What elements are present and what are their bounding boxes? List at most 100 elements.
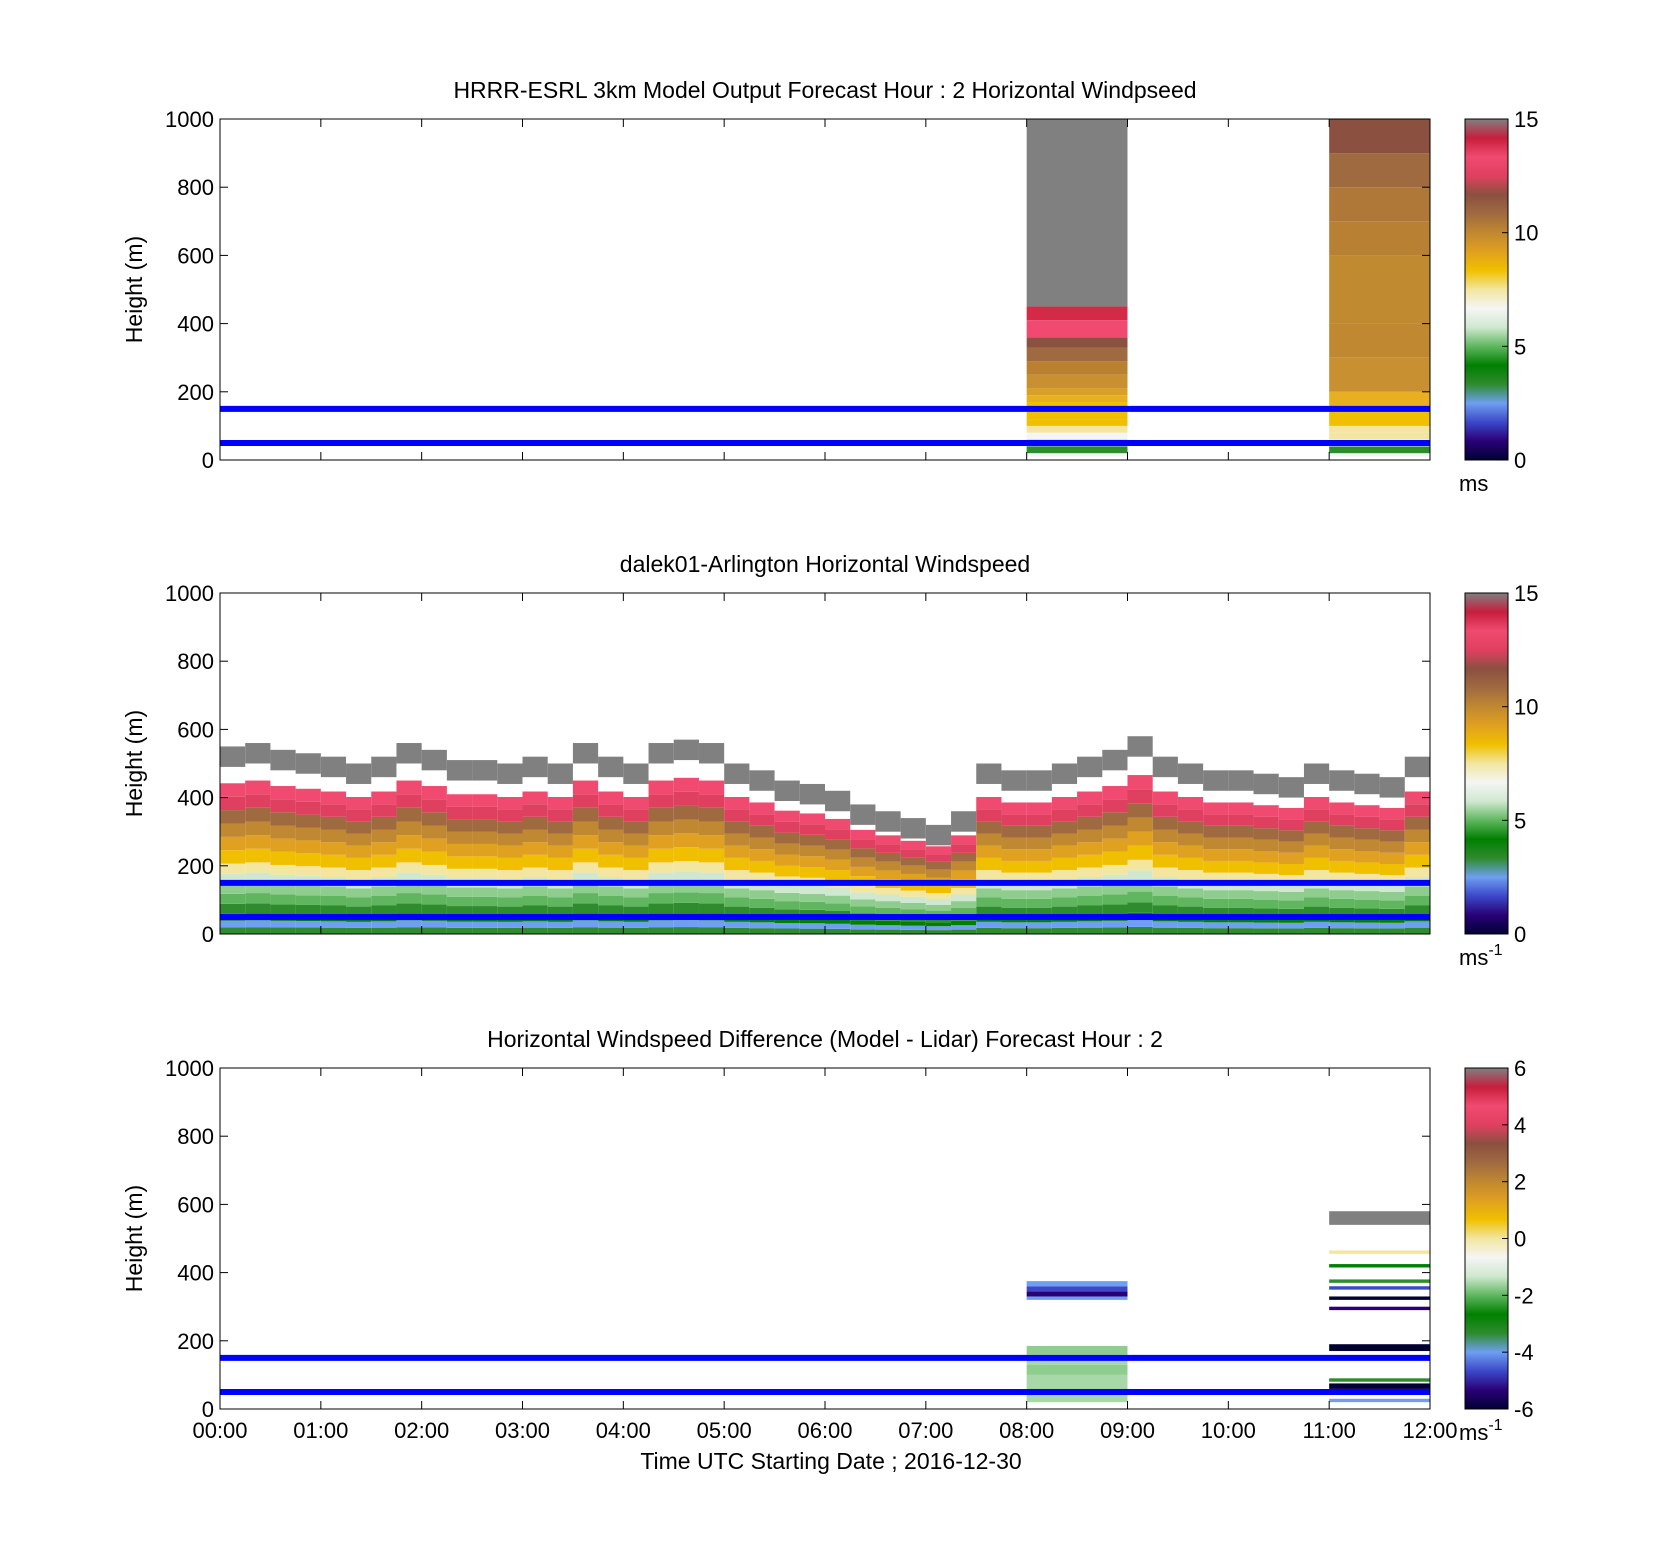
colorbar-unit-label: ms-1 [1459, 942, 1503, 970]
heatmap-cell [1253, 882, 1279, 892]
heatmap-cell [850, 839, 876, 849]
heatmap-cell [245, 920, 271, 928]
heatmap-cell [774, 901, 800, 910]
panel-1: HRRR-ESRL 3km Model Output Forecast Hour… [121, 77, 1538, 496]
heatmap-cell [724, 906, 750, 916]
heatmap-cell [774, 843, 800, 855]
heatmap-cell [472, 896, 498, 907]
heatmap-cell [1127, 926, 1153, 934]
heatmap-cell [673, 791, 699, 806]
heatmap-cell [522, 756, 548, 778]
heatmap-cell [320, 896, 347, 906]
y-tick-label: 600 [177, 717, 214, 742]
heatmap-cell [951, 852, 977, 862]
heatmap-cell [875, 835, 901, 845]
heatmap-cell [1026, 770, 1052, 791]
colorbar [1464, 118, 1509, 461]
heatmap-cell [825, 895, 851, 904]
y-tick-label: 0 [202, 1397, 214, 1422]
heatmap-cell [1329, 922, 1355, 929]
heatmap-cell [1001, 770, 1027, 791]
heatmap-cell [1051, 870, 1078, 880]
heatmap-cell [446, 896, 473, 907]
heatmap-cell [295, 927, 321, 934]
heatmap-cell [1354, 816, 1380, 829]
colorbar-tick-label: 0 [1514, 1227, 1526, 1252]
heatmap-cell [245, 835, 271, 849]
heatmap-cell [598, 921, 624, 928]
heatmap-cell [1026, 388, 1128, 396]
panel-title: HRRR-ESRL 3km Model Output Forecast Hour… [453, 77, 1196, 103]
heatmap-cell [1379, 891, 1405, 901]
heatmap-cell [1329, 221, 1430, 256]
heatmap-cell [245, 794, 271, 808]
heatmap-cell [1253, 928, 1279, 934]
heatmap-cell [320, 791, 347, 805]
heatmap-cell [320, 921, 347, 928]
heatmap-cell [497, 906, 523, 916]
heatmap-cell [724, 763, 750, 784]
heatmap-cell [522, 867, 548, 878]
heatmap-cell [320, 842, 347, 855]
heatmap-cell [799, 845, 825, 857]
heatmap-cell [346, 921, 372, 928]
heatmap-cell [951, 929, 977, 934]
heatmap-cell [825, 839, 851, 850]
heatmap-cell [724, 870, 750, 880]
colorbar-tick-label: 0 [1514, 922, 1526, 947]
x-tick-label: 05:00 [697, 1418, 752, 1443]
heatmap-cell [673, 881, 699, 893]
heatmap-cell [1152, 905, 1178, 916]
heatmap-cell [1152, 896, 1178, 906]
x-axis-label: Time UTC Starting Date ; 2016-12-30 [640, 1448, 1021, 1474]
heatmap-cell [648, 794, 674, 808]
heatmap-cell [1001, 922, 1027, 929]
heatmap-cell [1278, 777, 1304, 798]
heatmap-cell [724, 897, 750, 907]
y-tick-label: 600 [177, 243, 214, 268]
heatmap-cell [572, 848, 599, 863]
heatmap-cell [1303, 845, 1330, 858]
heatmap-cell [572, 794, 599, 808]
heatmap-cell [421, 749, 447, 771]
heatmap-cell [1354, 862, 1380, 874]
heatmap-cell [1253, 899, 1279, 909]
heatmap-cell [371, 927, 397, 934]
heatmap-cell [371, 886, 397, 897]
heatmap-cell [1026, 1296, 1128, 1300]
heatmap-cell [1026, 361, 1128, 375]
heatmap-cell [1329, 907, 1355, 917]
heatmap-cell [270, 786, 296, 800]
heatmap-cell [648, 807, 674, 822]
heatmap-cell [875, 811, 901, 832]
heatmap-cell [547, 921, 573, 928]
heatmap-cell [698, 780, 725, 795]
heatmap-cell [673, 739, 699, 761]
heatmap-cell [421, 884, 447, 895]
heatmap-cell [346, 897, 372, 907]
heatmap-cell [1051, 796, 1078, 810]
y-tick-label: 600 [177, 1192, 214, 1217]
heatmap-cell [220, 927, 246, 934]
heatmap-cell [371, 829, 397, 843]
heatmap-cell [245, 807, 271, 822]
heatmap-cell [295, 895, 321, 905]
heatmap-cell [749, 907, 775, 917]
heatmap-cell [951, 870, 977, 880]
heatmap-cell [572, 807, 599, 822]
heatmap-cell [1228, 837, 1254, 850]
heatmap-cell [220, 873, 246, 884]
heatmap-cell [497, 870, 523, 880]
heatmap-cell [346, 927, 372, 934]
colorbar [1464, 592, 1509, 935]
heatmap-cell [1354, 839, 1380, 852]
heatmap-cell [1127, 859, 1153, 871]
heatmap-cell [825, 790, 851, 812]
heatmap-cell [220, 883, 246, 894]
heatmap-cell [522, 816, 548, 830]
heatmap-cell [1203, 890, 1229, 899]
heatmap-cell [245, 927, 271, 934]
heatmap-cell [799, 923, 825, 929]
heatmap-cell [825, 928, 851, 934]
